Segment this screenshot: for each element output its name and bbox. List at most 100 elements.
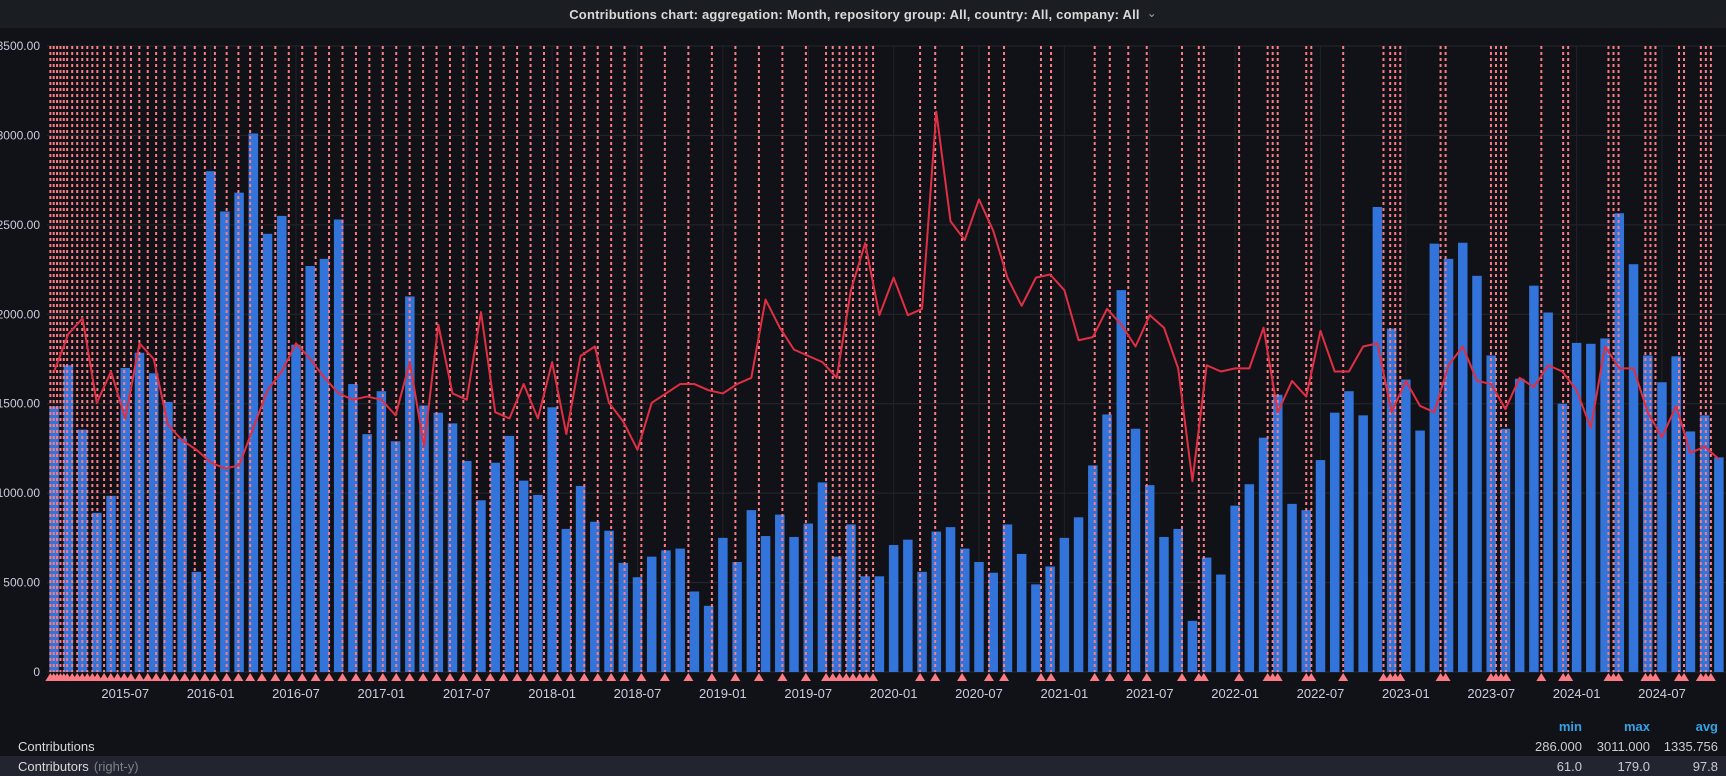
bar[interactable] [561,528,572,672]
bar[interactable] [1301,510,1312,672]
bar[interactable] [547,407,557,672]
annotation-marker-icon[interactable] [179,673,190,681]
annotation-marker-icon[interactable] [999,673,1010,681]
annotation-marker-icon[interactable] [827,673,838,681]
bar[interactable] [376,391,387,672]
annotation-marker-icon[interactable] [142,673,153,681]
bar[interactable] [931,531,942,672]
annotation-marker-icon[interactable] [512,673,523,681]
annotation-marker-icon[interactable] [1613,673,1624,681]
bar[interactable] [874,576,885,672]
bar[interactable] [106,495,116,672]
bar[interactable] [1543,312,1553,672]
annotation-marker-icon[interactable] [221,673,232,681]
bar[interactable] [134,352,145,672]
annotation-marker-icon[interactable] [538,673,549,681]
bar[interactable] [1344,391,1354,672]
annotation-marker-icon[interactable] [659,673,670,681]
bar[interactable] [1699,415,1710,672]
bar[interactable] [1173,528,1183,672]
bar[interactable] [988,572,998,672]
annotation-marker-icon[interactable] [125,673,136,681]
bar[interactable] [1429,243,1440,672]
bar[interactable] [205,171,216,672]
bar[interactable] [1401,379,1411,672]
annotation-marker-icon[interactable] [391,673,402,681]
bar[interactable] [718,537,728,672]
bar[interactable] [533,494,543,672]
annotation-marker-icon[interactable] [297,673,308,681]
annotation-marker-icon[interactable] [350,673,361,681]
bar[interactable] [746,510,757,672]
annotation-marker-icon[interactable] [458,673,469,681]
series-label-contributors[interactable]: Contributors [18,758,89,774]
annotation-marker-icon[interactable] [119,673,130,681]
annotation-marker-icon[interactable] [270,673,281,681]
annotation-marker-icon[interactable] [834,673,845,681]
annotation-marker-icon[interactable] [209,673,220,681]
bar[interactable] [504,435,515,672]
bar[interactable] [1031,584,1041,672]
bar[interactable] [703,605,714,672]
bar[interactable] [1458,242,1468,672]
annotation-marker-icon[interactable] [431,673,442,681]
bar[interactable] [1415,430,1425,672]
annotation-marker-icon[interactable] [957,673,968,681]
bar[interactable] [490,462,500,672]
annotation-marker-icon[interactable] [1177,673,1188,681]
bar[interactable] [675,548,685,672]
annotation-marker-icon[interactable] [868,673,879,681]
bar[interactable] [903,539,913,672]
annotation-marker-icon[interactable] [256,673,267,681]
legend-col-min[interactable]: min [1558,718,1582,734]
legend-col-avg[interactable]: avg [1695,718,1718,734]
annotation-marker-icon[interactable] [324,673,335,681]
annotation-marker-icon[interactable] [854,673,865,681]
bar[interactable] [888,545,899,672]
annotation-marker-icon[interactable] [444,673,455,681]
annotation-marker-icon[interactable] [112,673,123,681]
annotation-marker-icon[interactable] [377,673,388,681]
bar[interactable] [518,480,529,672]
bar[interactable] [1586,343,1596,672]
contributors-line[interactable] [53,110,1720,483]
annotation-marker-icon[interactable] [1234,673,1245,681]
bar[interactable] [1642,355,1653,672]
annotation-marker-icon[interactable] [579,673,590,681]
bar[interactable] [1628,264,1639,672]
annotation-marker-icon[interactable] [821,673,832,681]
annotation-marker-icon[interactable] [841,673,852,681]
bar[interactable] [590,521,600,672]
bar[interactable] [1159,536,1169,672]
bar[interactable] [1557,403,1568,672]
annotation-marker-icon[interactable] [1046,673,1057,681]
annotation-marker-icon[interactable] [777,673,788,681]
annotation-marker-icon[interactable] [1395,673,1406,681]
legend-col-max[interactable]: max [1623,718,1650,734]
annotation-marker-icon[interactable] [1563,673,1574,681]
annotation-marker-icon[interactable] [1705,673,1716,681]
bar[interactable] [333,219,344,672]
annotation-marker-icon[interactable] [1272,673,1283,681]
bar[interactable] [1600,338,1610,672]
annotation-marker-icon[interactable] [151,673,162,681]
bar[interactable] [760,536,771,672]
bar[interactable] [974,562,984,672]
bar[interactable] [262,233,273,673]
bar[interactable] [220,211,230,672]
bar[interactable] [462,460,472,672]
annotation-marker-icon[interactable] [606,673,617,681]
annotation-marker-icon[interactable] [915,673,926,681]
bar[interactable] [1657,382,1667,672]
annotation-marker-icon[interactable] [498,673,509,681]
bar[interactable] [433,412,444,672]
annotation-marker-icon[interactable] [1104,673,1115,681]
bar[interactable] [1002,524,1013,672]
annotation-marker-icon[interactable] [800,673,811,681]
annotation-marker-icon[interactable] [337,673,348,681]
bar[interactable] [319,258,330,672]
annotation-marker-icon[interactable] [1440,673,1451,681]
annotation-marker-icon[interactable] [847,673,858,681]
annotation-marker-icon[interactable] [105,673,116,681]
bar[interactable] [177,438,187,672]
